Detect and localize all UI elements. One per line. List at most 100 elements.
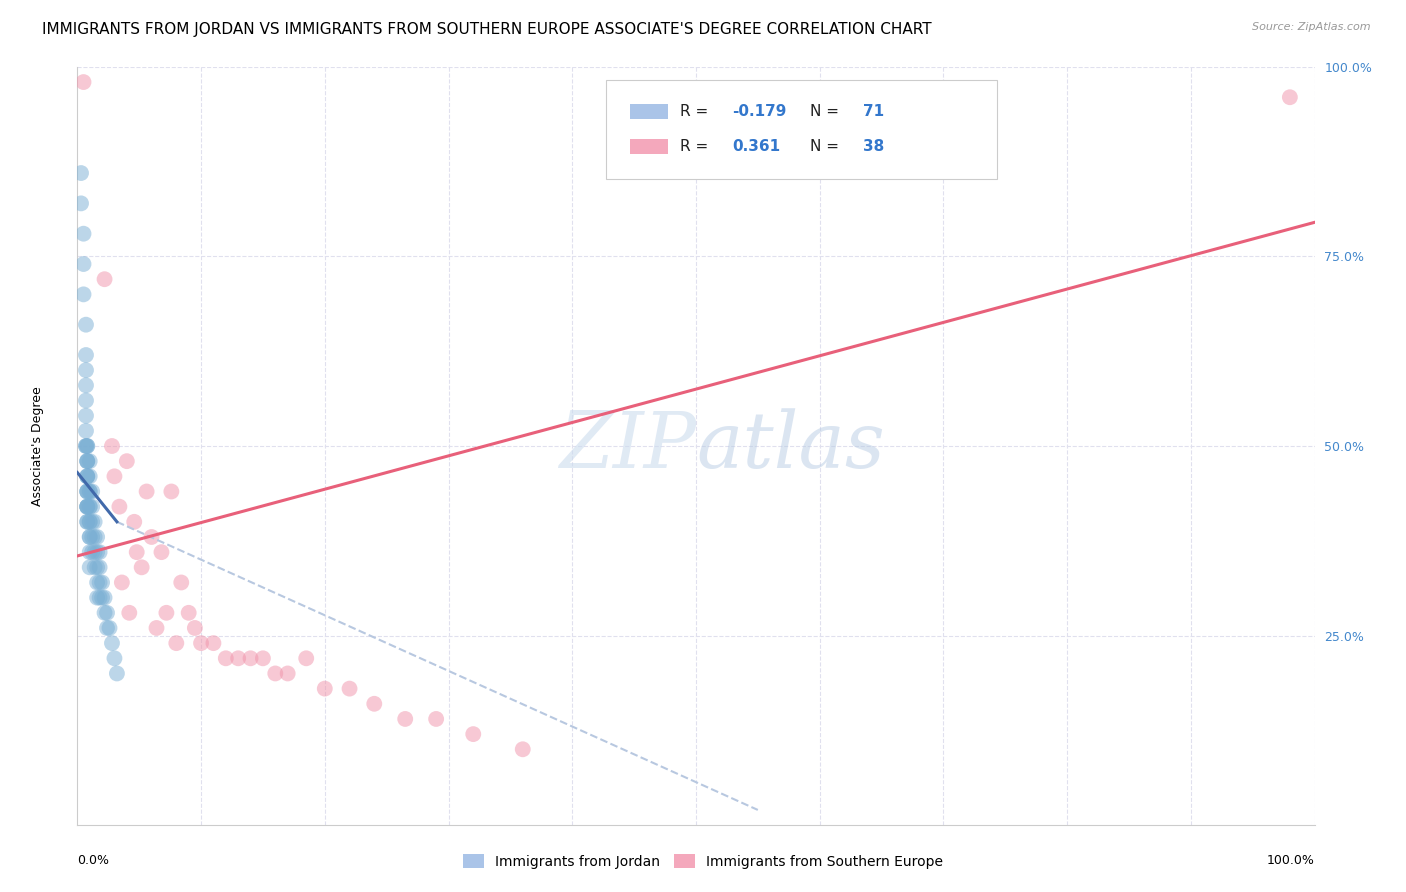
Point	[93, 272, 115, 286]
Point	[76, 469, 98, 483]
Point	[89, 545, 111, 559]
Text: IMMIGRANTS FROM JORDAN VS IMMIGRANTS FROM SOUTHERN EUROPE ASSOCIATE'S DEGREE COR: IMMIGRANTS FROM JORDAN VS IMMIGRANTS FRO…	[42, 22, 932, 37]
Point	[125, 545, 148, 559]
Point	[190, 636, 212, 650]
Point	[252, 651, 274, 665]
Point	[89, 575, 111, 590]
FancyBboxPatch shape	[606, 79, 997, 179]
Point	[160, 484, 183, 499]
Point	[75, 378, 97, 392]
Point	[226, 651, 249, 665]
Point	[76, 439, 98, 453]
Point	[79, 500, 101, 514]
Point	[105, 666, 128, 681]
Point	[103, 469, 125, 483]
Point	[70, 166, 93, 180]
Text: R =: R =	[681, 139, 713, 154]
Point	[96, 621, 118, 635]
Point	[165, 636, 187, 650]
Point	[177, 606, 200, 620]
Point	[76, 454, 98, 468]
Point	[108, 500, 131, 514]
Text: ZIP: ZIP	[558, 408, 696, 484]
Point	[98, 621, 121, 635]
Point	[86, 575, 108, 590]
Point	[76, 454, 98, 468]
Point	[76, 500, 98, 514]
Point	[122, 515, 145, 529]
Point	[76, 484, 98, 499]
Point	[89, 560, 111, 574]
Point	[75, 318, 97, 332]
Point	[79, 530, 101, 544]
Point	[131, 560, 153, 574]
Point	[425, 712, 447, 726]
Text: Associate's Degree: Associate's Degree	[31, 386, 44, 506]
Point	[103, 651, 125, 665]
Point	[72, 287, 94, 301]
Text: 71: 71	[863, 104, 884, 120]
Point	[79, 484, 101, 499]
Point	[363, 697, 385, 711]
Point	[93, 591, 115, 605]
Point	[202, 636, 225, 650]
Point	[115, 454, 138, 468]
Point	[76, 439, 98, 453]
Point	[83, 515, 105, 529]
Point	[79, 560, 101, 574]
Point	[82, 530, 104, 544]
Point	[239, 651, 262, 665]
Point	[79, 530, 101, 544]
Point	[215, 651, 238, 665]
Point	[1278, 90, 1301, 104]
Point	[79, 454, 101, 468]
Point	[82, 484, 104, 499]
Point	[70, 196, 93, 211]
Point	[83, 545, 105, 559]
Point	[150, 545, 173, 559]
Point	[463, 727, 485, 741]
Point	[184, 621, 207, 635]
Point	[76, 484, 98, 499]
Point	[89, 591, 111, 605]
Point	[72, 75, 94, 89]
Point	[91, 591, 114, 605]
Text: 0.0%: 0.0%	[77, 854, 110, 867]
Text: -0.179: -0.179	[733, 104, 786, 120]
Text: 38: 38	[863, 139, 884, 154]
Point	[86, 545, 108, 559]
Point	[264, 666, 287, 681]
Text: N =: N =	[810, 104, 844, 120]
Point	[82, 500, 104, 514]
Point	[82, 545, 104, 559]
Point	[79, 515, 101, 529]
Bar	[630, 104, 668, 120]
Point	[75, 363, 97, 377]
Point	[135, 484, 157, 499]
Point	[83, 560, 105, 574]
Point	[86, 560, 108, 574]
Point	[75, 409, 97, 423]
Point	[93, 606, 115, 620]
Point	[118, 606, 141, 620]
Point	[86, 591, 108, 605]
Point	[145, 621, 167, 635]
Legend: Immigrants from Jordan, Immigrants from Southern Europe: Immigrants from Jordan, Immigrants from …	[457, 848, 949, 874]
Point	[76, 469, 98, 483]
Point	[72, 257, 94, 271]
Text: N =: N =	[810, 139, 844, 154]
Point	[314, 681, 336, 696]
Point	[76, 454, 98, 468]
Point	[339, 681, 361, 696]
Bar	[630, 139, 668, 154]
Point	[141, 530, 163, 544]
Text: atlas: atlas	[696, 408, 884, 484]
Point	[76, 500, 98, 514]
Point	[76, 500, 98, 514]
Point	[111, 575, 134, 590]
Point	[76, 484, 98, 499]
Point	[75, 439, 97, 453]
Text: 0.361: 0.361	[733, 139, 780, 154]
Point	[101, 439, 124, 453]
Point	[76, 500, 98, 514]
